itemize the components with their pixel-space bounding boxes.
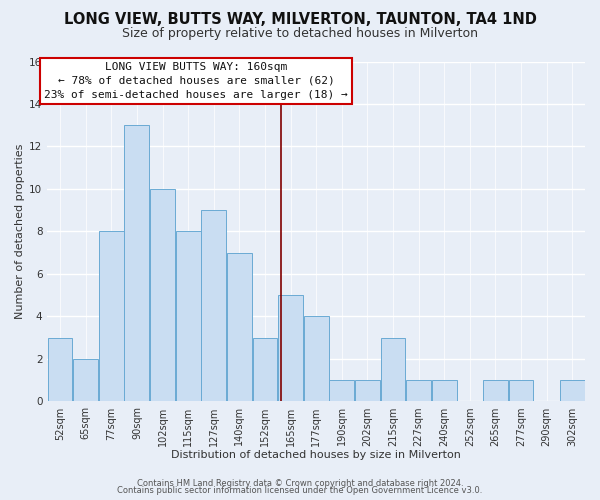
Bar <box>99 232 124 402</box>
Bar <box>73 359 98 402</box>
Bar <box>201 210 226 402</box>
Bar <box>355 380 380 402</box>
Text: Size of property relative to detached houses in Milverton: Size of property relative to detached ho… <box>122 28 478 40</box>
X-axis label: Distribution of detached houses by size in Milverton: Distribution of detached houses by size … <box>171 450 461 460</box>
Text: LONG VIEW, BUTTS WAY, MILVERTON, TAUNTON, TA4 1ND: LONG VIEW, BUTTS WAY, MILVERTON, TAUNTON… <box>64 12 536 28</box>
Text: Contains HM Land Registry data © Crown copyright and database right 2024.: Contains HM Land Registry data © Crown c… <box>137 478 463 488</box>
Bar <box>329 380 354 402</box>
Bar <box>432 380 457 402</box>
Bar <box>406 380 431 402</box>
Bar <box>176 232 200 402</box>
Bar <box>483 380 508 402</box>
Bar <box>380 338 406 402</box>
Bar <box>150 189 175 402</box>
Text: Contains public sector information licensed under the Open Government Licence v3: Contains public sector information licen… <box>118 486 482 495</box>
Y-axis label: Number of detached properties: Number of detached properties <box>15 144 25 319</box>
Bar <box>278 295 303 402</box>
Bar <box>47 338 73 402</box>
Bar <box>560 380 584 402</box>
Bar <box>253 338 277 402</box>
Bar <box>304 316 329 402</box>
Text: LONG VIEW BUTTS WAY: 160sqm
← 78% of detached houses are smaller (62)
23% of sem: LONG VIEW BUTTS WAY: 160sqm ← 78% of det… <box>44 62 348 100</box>
Bar <box>124 125 149 402</box>
Bar <box>227 252 252 402</box>
Bar <box>509 380 533 402</box>
